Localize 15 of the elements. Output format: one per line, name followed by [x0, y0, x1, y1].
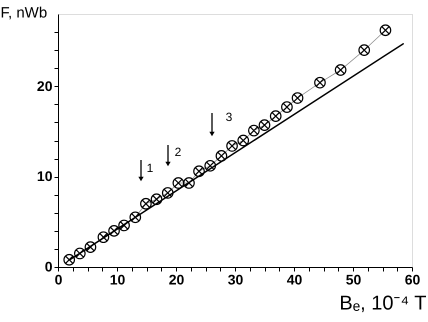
- annotation: 2: [174, 145, 182, 159]
- annotation: 1: [146, 161, 154, 175]
- x-tick-label: 60: [404, 272, 420, 288]
- x-tick-label: 0: [54, 272, 63, 288]
- y-tick-label: 10: [36, 168, 53, 184]
- x-tick-label: 10: [110, 272, 126, 288]
- y-axis-title: F, nWb: [0, 4, 48, 22]
- x-axis-title: Bₑ, 10⁻⁴ T: [339, 292, 426, 314]
- x-tick-label: 30: [228, 272, 244, 288]
- y-tick-label: 20: [36, 78, 53, 94]
- y-tick-label: 0: [44, 258, 53, 274]
- x-tick-label: 40: [286, 272, 302, 288]
- annotation: 3: [226, 110, 233, 124]
- x-tick-label: 50: [346, 272, 362, 288]
- x-tick-label: 20: [168, 272, 184, 288]
